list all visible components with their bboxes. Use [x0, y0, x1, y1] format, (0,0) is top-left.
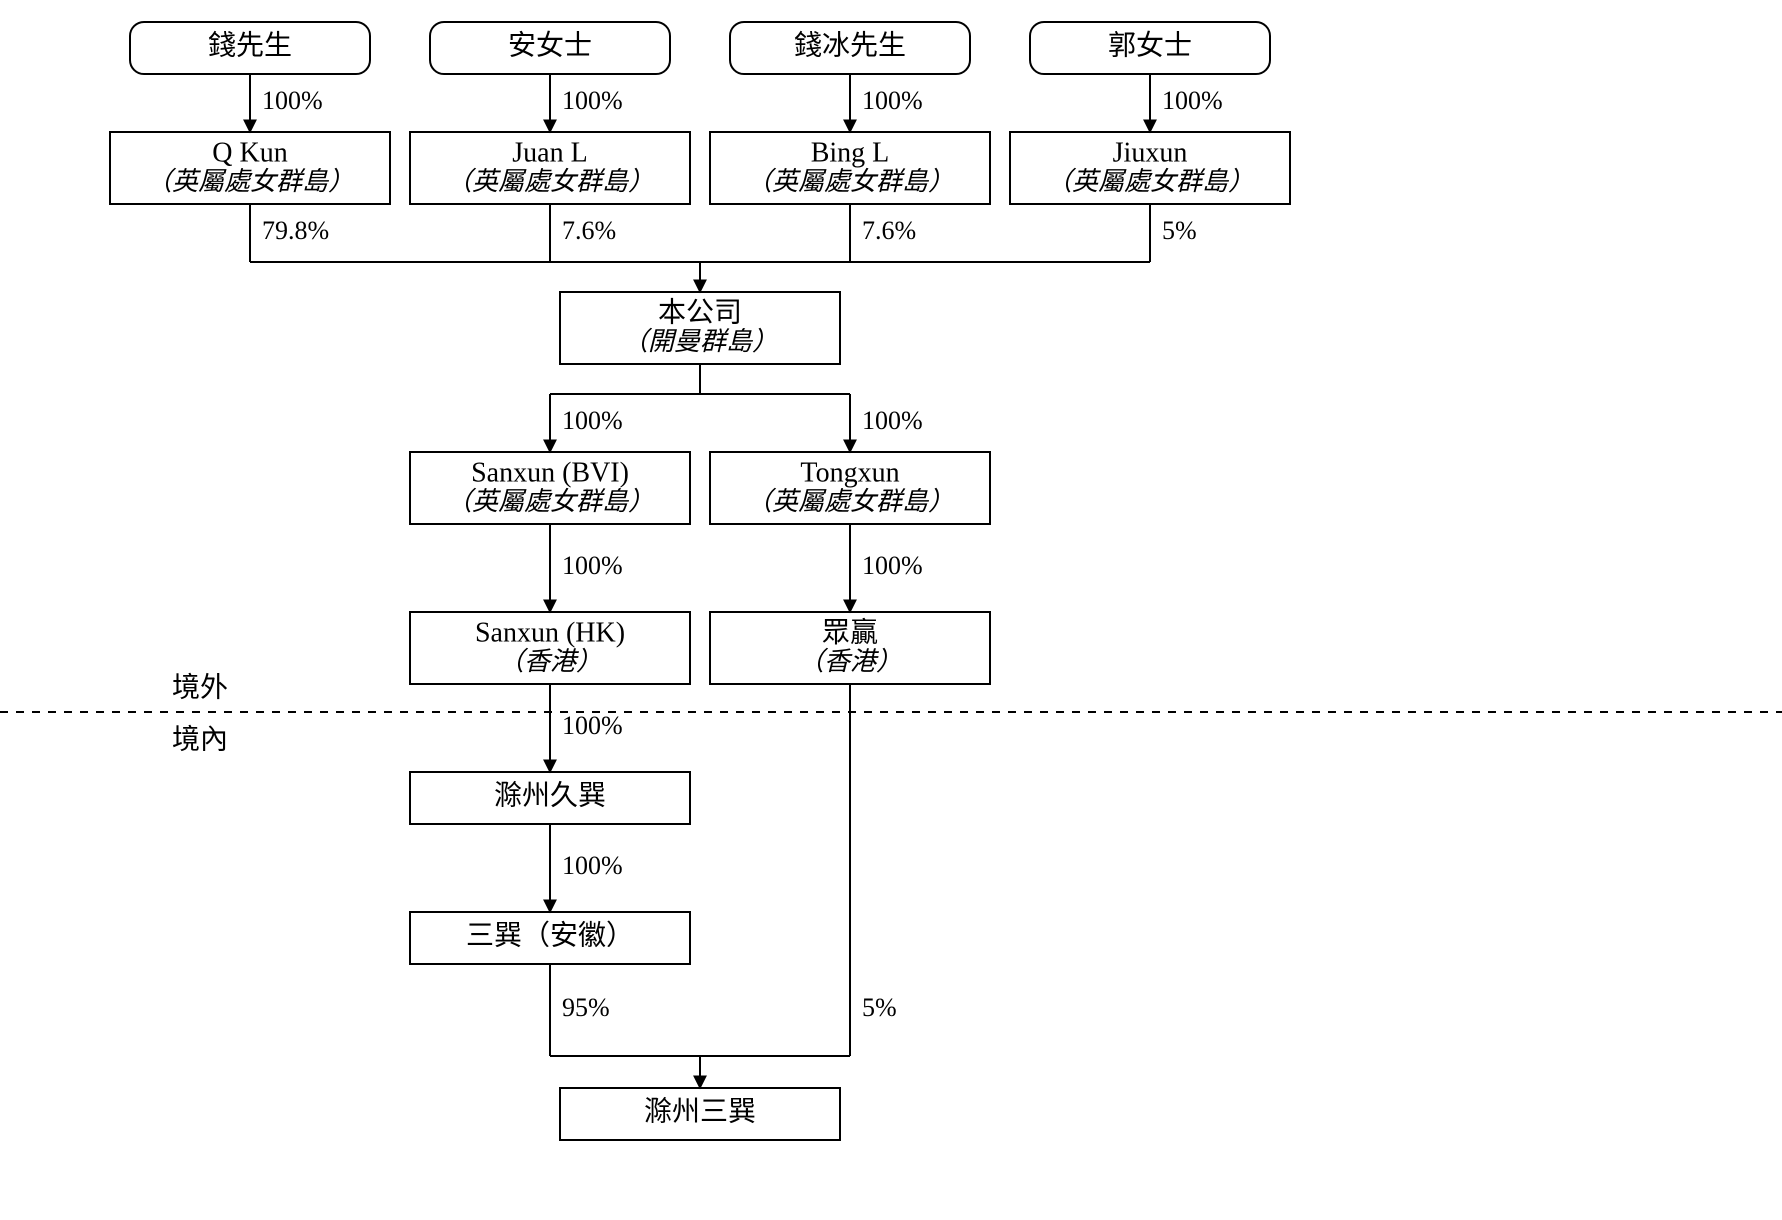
node-title: Tongxun [800, 457, 899, 488]
node-co: 本公司（開曼群島） [560, 292, 840, 364]
node-sub: （開曼群島） [622, 327, 778, 356]
node-h2: Juan L（英屬處女群島） [410, 132, 690, 204]
edge-label: 5% [862, 993, 897, 1022]
node-sub: （英屬處女群島） [746, 487, 954, 516]
edge-label: 100% [562, 86, 623, 115]
node-title: 滁州三巽 [644, 1095, 756, 1127]
node-title: Bing L [811, 137, 890, 168]
edge-label: 100% [562, 406, 623, 435]
edge-label: 5% [1162, 216, 1197, 245]
edge-label: 100% [562, 851, 623, 880]
node-h3: Bing L（英屬處女群島） [710, 132, 990, 204]
node-title: Q Kun [212, 137, 287, 168]
node-p2: 安女士 [430, 22, 670, 74]
node-h1: Q Kun（英屬處女群島） [110, 132, 390, 204]
node-sbvi: Sanxun (BVI)（英屬處女群島） [410, 452, 690, 524]
edge-label: 95% [562, 993, 610, 1022]
node-sxah: 三巽（安徽） [410, 912, 690, 964]
node-shk: Sanxun (HK)（香港） [410, 612, 690, 684]
node-zy: 眾贏（香港） [710, 612, 990, 684]
node-title: 本公司 [658, 296, 742, 328]
node-tx: Tongxun（英屬處女群島） [710, 452, 990, 524]
node-sub: （香港） [798, 647, 902, 676]
node-title: Juan L [512, 137, 587, 168]
node-czjx: 滁州久巽 [410, 772, 690, 824]
node-title: 眾贏 [822, 616, 878, 648]
label-offshore: 境外 [172, 671, 228, 703]
node-title: 郭女士 [1108, 29, 1192, 61]
edge-label: 100% [862, 406, 923, 435]
node-sub: （香港） [498, 647, 602, 676]
node-p3: 錢冰先生 [730, 22, 970, 74]
node-title: Sanxun (BVI) [471, 457, 629, 488]
edge-label: 100% [262, 86, 323, 115]
node-sub: （英屬處女群島） [1046, 167, 1254, 196]
node-sub: （英屬處女群島） [146, 167, 354, 196]
edge-label: 100% [562, 551, 623, 580]
node-p1: 錢先生 [130, 22, 370, 74]
node-p4: 郭女士 [1030, 22, 1270, 74]
edge-label: 7.6% [862, 216, 916, 245]
node-title: 滁州久巽 [494, 779, 606, 811]
node-title: Sanxun (HK) [475, 617, 625, 648]
node-sub: （英屬處女群島） [746, 167, 954, 196]
node-h4: Jiuxun（英屬處女群島） [1010, 132, 1290, 204]
node-title: Jiuxun [1113, 137, 1188, 168]
node-title: 錢先生 [208, 29, 292, 61]
node-title: 錢冰先生 [794, 29, 906, 61]
edge-label: 7.6% [562, 216, 616, 245]
node-sub: （英屬處女群島） [446, 487, 654, 516]
node-title: 安女士 [508, 29, 592, 61]
edge-label: 100% [862, 551, 923, 580]
node-sub: （英屬處女群島） [446, 167, 654, 196]
node-czsx: 滁州三巽 [560, 1088, 840, 1140]
label-onshore: 境內 [172, 723, 228, 755]
edge-label: 100% [862, 86, 923, 115]
edge-label: 100% [562, 711, 623, 740]
node-title: 三巽（安徽） [466, 919, 634, 951]
edge-label: 100% [1162, 86, 1223, 115]
edge-label: 79.8% [262, 216, 329, 245]
